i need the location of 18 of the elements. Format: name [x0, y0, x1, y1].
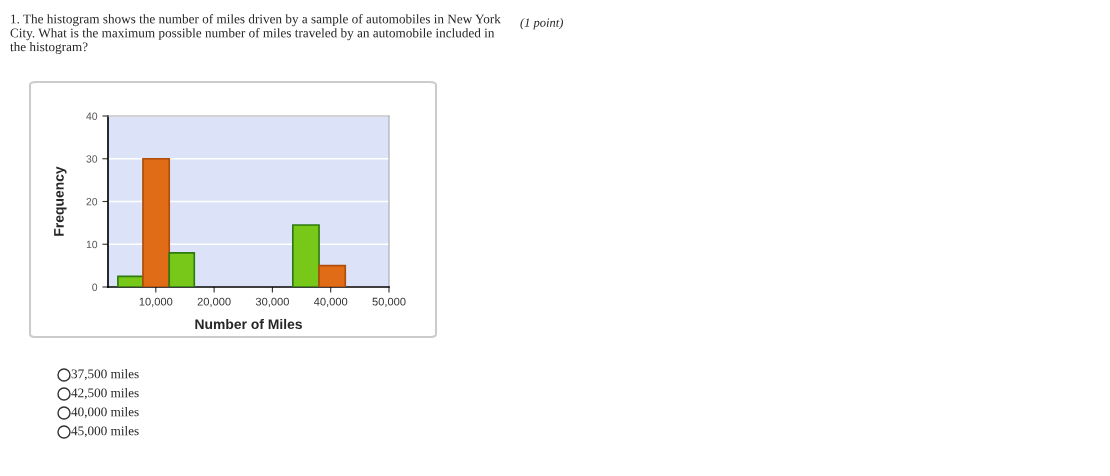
text: 40,000 miles — [71, 407, 139, 419]
x-tick-label: 40,000 — [313, 297, 348, 307]
x-tick-label: 20,000 — [197, 297, 231, 307]
y-tick-label: 40 — [86, 112, 98, 120]
y-tick-label: 20 — [86, 198, 98, 206]
x-tick-label: 30,000 — [255, 297, 289, 307]
y-axis-title: Frequency — [54, 166, 67, 236]
y-tick-label: 10 — [86, 240, 98, 249]
y-tick-label: 0 — [92, 283, 98, 291]
text: 37,500 miles — [71, 369, 139, 381]
x-tick-label: 50,000 — [372, 297, 406, 307]
text: 42,500 miles — [71, 388, 139, 400]
y-tick-label: 30 — [86, 155, 98, 163]
text: 45,000 miles — [71, 426, 139, 438]
text: (1 point) — [520, 18, 564, 30]
chart-title: 1. The histogram shows the number of miles driven by a sample of automobiles in New York City. What is the maximum possible number of miles traveled by an automobile included in the histogram? — [10, 14, 501, 54]
x-tick-label: 10,000 — [139, 297, 173, 307]
x-axis-title: Number of Miles — [195, 318, 302, 330]
